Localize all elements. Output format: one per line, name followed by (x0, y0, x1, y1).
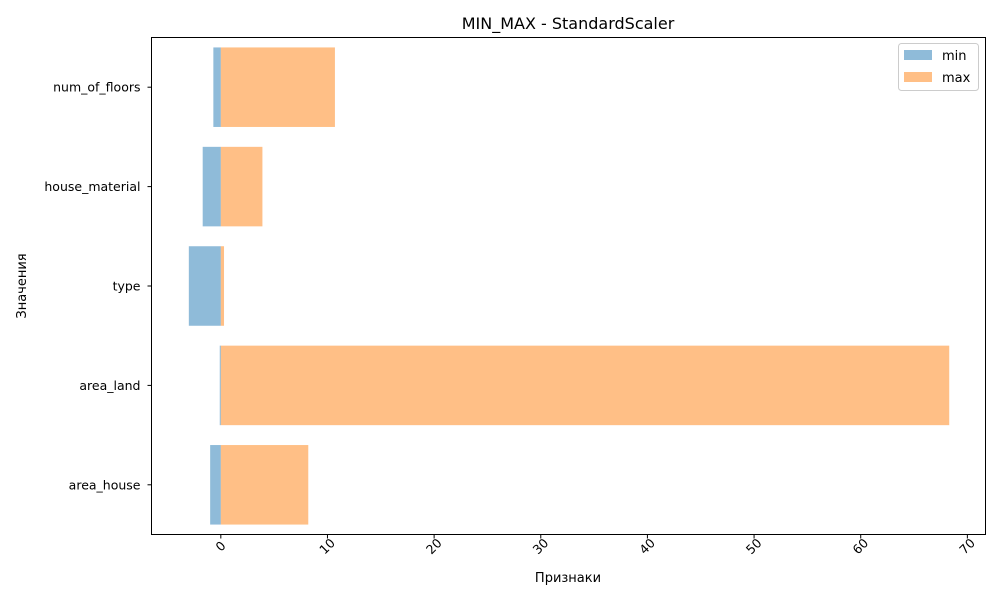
x-tick-label: 20 (423, 535, 445, 557)
x-tick-label: 30 (529, 535, 551, 557)
chart-title: MIN_MAX - StandardScaler (462, 14, 675, 34)
legend: min max (898, 43, 979, 91)
x-tick-label: 60 (849, 535, 871, 557)
bar-min-area_land (219, 345, 221, 426)
x-tick-label: 70 (956, 535, 978, 557)
y-axis-label: Значения (15, 253, 30, 318)
bar-max-type (220, 246, 225, 326)
y-tick-label-num_of_floors: num_of_floors (53, 80, 140, 95)
bar-min-num_of_floors (213, 47, 221, 127)
y-tick-label-house_material: house_material (44, 179, 140, 194)
bars-layer (188, 47, 950, 525)
x-tick-label: 10 (316, 535, 338, 557)
ticks-layer: area_house area_land type house_material num… (44, 80, 978, 557)
x-axis-label: Признаки (535, 571, 601, 586)
legend-label-min: min (942, 49, 967, 64)
bar-max-area_land (220, 345, 950, 426)
bar-max-house_material (220, 146, 263, 227)
bar-max-num_of_floors (220, 47, 335, 127)
x-tick-label: 50 (743, 535, 765, 557)
y-tick-label-type: type (113, 279, 141, 294)
bar-min-area_house (210, 445, 221, 525)
y-tick-label-area_house: area_house (69, 477, 141, 492)
plot-frame (151, 37, 986, 535)
bar-max-area_house (220, 445, 309, 525)
legend-label-max: max (942, 71, 971, 86)
y-tick-label-area_land: area_land (79, 378, 140, 393)
x-tick-label: 40 (636, 535, 658, 557)
x-tick-label: 0 (212, 538, 228, 554)
legend-swatch-max (904, 72, 932, 82)
bar-min-house_material (202, 146, 221, 227)
bar-min-type (188, 246, 221, 326)
legend-swatch-min (904, 50, 932, 60)
